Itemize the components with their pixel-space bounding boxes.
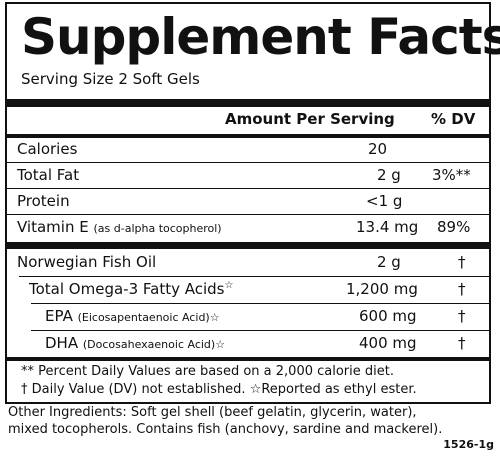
row-divider — [31, 303, 489, 304]
row-amount-omega-3: 1,200 mg — [346, 280, 418, 298]
row-dv-vitamin-e: 89% — [437, 218, 471, 236]
thick-divider-top — [7, 99, 489, 107]
footnote-percent-dv: ** Percent Daily Values are based on a 2… — [21, 364, 394, 379]
supplement-facts-panel: Supplement Facts Serving Size 2 Soft Gel… — [5, 2, 500, 404]
nutrient-name: Total Omega-3 Fatty Acids — [29, 280, 225, 298]
product-code: 1526-1g — [443, 438, 494, 451]
thick-divider-middle — [7, 242, 489, 249]
row-amount-total-fat: 2 g — [377, 166, 401, 184]
other-ingredients-line-1: Other Ingredients: Soft gel shell (beef … — [8, 405, 417, 420]
row-dv-total-fat: 3%** — [432, 166, 471, 184]
row-amount-protein: <1 g — [366, 192, 403, 210]
nutrient-detail: (Eicosapentaenoic Acid)☆ — [77, 311, 220, 324]
row-name-calories: Calories — [17, 140, 78, 158]
row-name-epa: EPA (Eicosapentaenoic Acid)☆ — [45, 307, 220, 325]
row-amount-fish-oil: 2 g — [377, 253, 401, 271]
row-name-total-fat: Total Fat — [17, 166, 80, 184]
thick-divider-bottom — [7, 357, 489, 361]
row-amount-epa: 600 mg — [359, 307, 417, 325]
row-name-fish-oil: Norwegian Fish Oil — [17, 253, 157, 271]
footnote-dv-not-established: † Daily Value (DV) not established. ☆Rep… — [21, 382, 417, 397]
panel-title: Supplement Facts — [21, 8, 500, 66]
nutrient-name: EPA — [45, 307, 73, 325]
row-name-omega-3: Total Omega-3 Fatty Acids☆ — [29, 280, 233, 298]
header-divider — [7, 134, 489, 138]
row-dv-fish-oil: † — [458, 253, 466, 271]
row-dv-omega-3: † — [458, 280, 466, 298]
nutrient-detail: (as d-alpha tocopherol) — [93, 222, 222, 235]
row-name-dha: DHA (Docosahexaenoic Acid)☆ — [45, 334, 225, 352]
row-name-vitamin-e: Vitamin E (as d-alpha tocopherol) — [17, 218, 222, 236]
row-divider — [19, 276, 489, 277]
nutrient-name: DHA — [45, 334, 79, 352]
row-amount-calories: 20 — [368, 140, 388, 158]
nutrient-detail: (Docosahexaenoic Acid)☆ — [82, 338, 226, 351]
row-dv-epa: † — [458, 307, 466, 325]
row-dv-dha: † — [458, 334, 466, 352]
other-ingredients-line-2: mixed tocopherols. Contains fish (anchov… — [8, 422, 443, 437]
serving-size: Serving Size 2 Soft Gels — [21, 70, 200, 88]
nutrient-name: Vitamin E — [17, 218, 89, 236]
row-divider — [7, 162, 489, 163]
row-amount-vitamin-e: 13.4 mg — [356, 218, 419, 236]
header-amount-per-serving: Amount Per Serving — [225, 110, 395, 128]
row-divider — [7, 214, 489, 215]
star-icon: ☆ — [224, 280, 234, 291]
row-divider — [7, 188, 489, 189]
row-amount-dha: 400 mg — [359, 334, 417, 352]
header-percent-dv: % DV — [431, 110, 476, 128]
row-divider — [31, 330, 489, 331]
row-name-protein: Protein — [17, 192, 70, 210]
